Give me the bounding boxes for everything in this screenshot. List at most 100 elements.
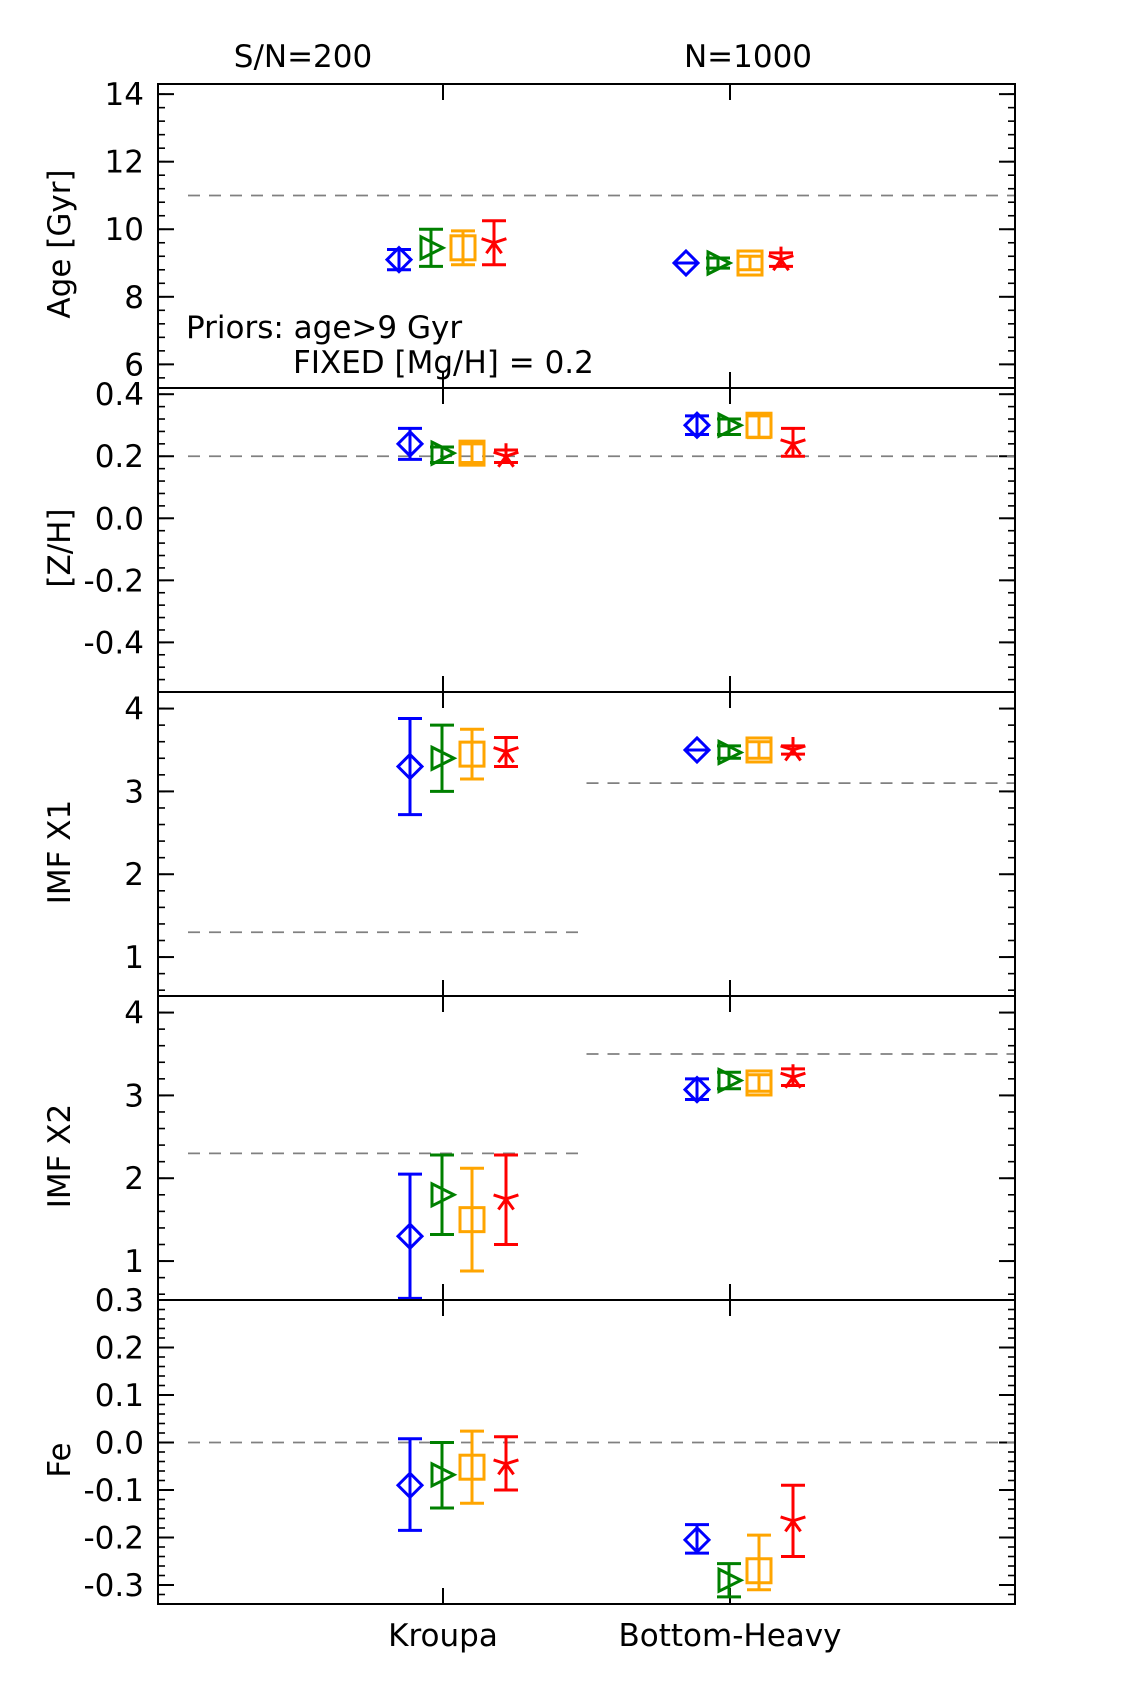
y-tick-label: 1 xyxy=(124,1244,144,1280)
asterisk-marker xyxy=(780,1064,806,1089)
square-marker xyxy=(458,740,486,768)
data-point xyxy=(430,1441,458,1510)
data-point xyxy=(395,1172,425,1300)
data-point xyxy=(717,411,745,439)
y-tick-label: 0.2 xyxy=(95,1331,144,1367)
data-point xyxy=(419,227,447,268)
y-tick-label: 0.4 xyxy=(95,377,144,413)
diamond-marker xyxy=(384,245,414,274)
data-point xyxy=(493,1435,519,1492)
panel-frame xyxy=(157,1299,1016,1605)
y-tick-label: 0.0 xyxy=(95,501,144,537)
triangle-right-marker xyxy=(717,739,745,766)
data-point xyxy=(671,248,701,278)
diamond-marker xyxy=(395,1222,425,1251)
y-axis-label: IMF X1 xyxy=(42,800,78,905)
y-tick-label: -0.3 xyxy=(84,1568,145,1604)
y-tick-label: 4 xyxy=(124,692,144,728)
triangle-right-marker xyxy=(430,1461,458,1489)
square-marker xyxy=(736,249,764,277)
data-point xyxy=(706,249,734,277)
header-right: N=1000 xyxy=(684,39,812,75)
asterisk-marker xyxy=(493,1450,519,1476)
square-marker xyxy=(745,736,773,764)
asterisk-marker xyxy=(493,443,519,468)
data-point xyxy=(384,245,414,274)
y-axis-label: [Z/H] xyxy=(42,508,78,587)
data-point xyxy=(745,736,773,764)
asterisk-marker xyxy=(493,738,519,764)
diamond-marker xyxy=(682,1525,712,1554)
data-point xyxy=(493,443,519,468)
data-point xyxy=(780,737,806,762)
y-tick-label: 0.2 xyxy=(95,439,144,475)
data-point xyxy=(717,739,745,766)
annotation-fixed: FIXED [Mg/H] = 0.2 xyxy=(293,345,594,381)
y-tick-label: 8 xyxy=(124,280,144,316)
triangle-right-marker xyxy=(717,1566,745,1594)
data-point xyxy=(395,717,425,817)
data-point xyxy=(481,219,507,267)
triangle-right-marker xyxy=(419,234,447,262)
diamond-marker xyxy=(682,1075,712,1104)
data-point xyxy=(682,1523,712,1555)
data-point xyxy=(430,439,458,467)
x-category-label-bottom-heavy: Bottom-Heavy xyxy=(619,1618,842,1654)
y-tick-label: 6 xyxy=(124,347,144,383)
asterisk-marker xyxy=(481,229,507,255)
y-tick-label: 2 xyxy=(124,857,144,893)
data-point xyxy=(745,411,773,440)
y-tick-label: -0.2 xyxy=(84,563,145,599)
panel-4: 1 2 3 4 IMF X2 xyxy=(42,995,1016,1301)
y-tick-label: 10 xyxy=(105,212,144,248)
y-tick-label: 14 xyxy=(105,77,144,113)
data-point xyxy=(430,1153,458,1237)
square-marker xyxy=(745,1069,773,1097)
data-point xyxy=(395,426,425,461)
header-left: S/N=200 xyxy=(234,39,372,75)
y-tick-label: 3 xyxy=(124,1078,144,1114)
triangle-right-marker xyxy=(430,744,458,772)
data-point xyxy=(717,1562,745,1599)
asterisk-marker xyxy=(493,1185,519,1211)
data-point xyxy=(458,439,486,467)
diamond-marker xyxy=(682,735,712,765)
triangle-right-marker xyxy=(717,411,745,439)
data-point xyxy=(449,229,477,267)
diamond-marker xyxy=(395,1471,425,1500)
square-marker xyxy=(745,411,773,439)
panel-2: -0.4 -0.2 0.0 0.2 0.4 [Z/H] xyxy=(42,377,1016,693)
square-marker xyxy=(449,234,477,262)
y-tick-label: 12 xyxy=(105,145,144,181)
square-marker xyxy=(458,439,486,467)
square-marker xyxy=(458,1453,486,1481)
data-point xyxy=(780,1064,806,1089)
asterisk-marker xyxy=(780,1507,806,1533)
panel-5: -0.3 -0.2 -0.1 0.0 0.1 0.2 0.3 Fe xyxy=(42,1283,1016,1605)
y-tick-label: 1 xyxy=(124,940,144,976)
data-point xyxy=(717,1067,745,1094)
data-point xyxy=(745,1533,773,1592)
triangle-right-marker xyxy=(706,249,734,277)
y-tick-label: 2 xyxy=(124,1161,144,1197)
data-point xyxy=(458,727,486,781)
y-tick-label: 3 xyxy=(124,774,144,810)
data-point xyxy=(682,735,712,765)
y-tick-label: 0.0 xyxy=(95,1426,144,1462)
data-point xyxy=(458,1166,486,1273)
data-point xyxy=(395,1437,425,1532)
diamond-marker xyxy=(395,752,425,781)
data-point xyxy=(682,1075,712,1104)
data-point xyxy=(780,1483,806,1558)
y-axis-label: IMF X2 xyxy=(42,1104,78,1209)
y-tick-label: -0.2 xyxy=(84,1521,145,1557)
asterisk-marker xyxy=(768,246,794,272)
data-point xyxy=(430,723,458,793)
y-tick-label: 0.1 xyxy=(95,1378,144,1414)
y-axis-label: Age [Gyr] xyxy=(42,169,78,318)
diamond-marker xyxy=(395,429,425,458)
x-category-label-kroupa: Kroupa xyxy=(388,1618,498,1654)
triangle-right-marker xyxy=(430,1181,458,1209)
